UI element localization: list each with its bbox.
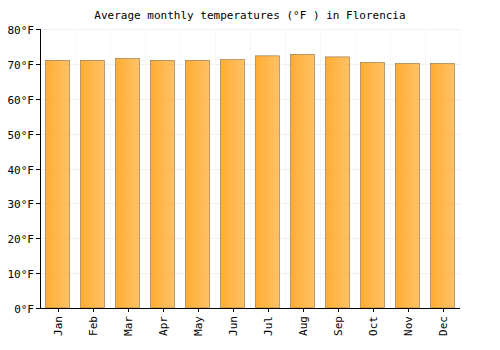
y-tick — [36, 64, 40, 65]
x-tick — [128, 308, 129, 312]
grid-line-vertical — [355, 29, 356, 308]
grid-line-vertical — [75, 29, 76, 308]
chart-container: Average monthly temperatures (°F ) in Fl… — [0, 0, 500, 350]
grid-line-vertical — [250, 29, 251, 308]
bar — [221, 60, 245, 308]
y-tick — [36, 238, 40, 239]
bar — [361, 62, 385, 308]
y-tick — [36, 273, 40, 274]
y-tick-label: 30°F — [8, 198, 35, 211]
y-tick — [36, 308, 40, 309]
bar — [186, 60, 210, 308]
x-tick-label: Jun — [227, 316, 240, 336]
bar — [256, 56, 280, 308]
chart-svg: Average monthly temperatures (°F ) in Fl… — [0, 0, 500, 350]
y-tick-label: 0°F — [14, 303, 34, 316]
grid-line-vertical — [390, 29, 391, 308]
x-tick — [373, 308, 374, 312]
x-tick-label: Jul — [262, 316, 275, 336]
grid-line-vertical — [215, 29, 216, 308]
bar — [326, 57, 350, 308]
x-tick — [163, 308, 164, 312]
grid-line-vertical — [425, 29, 426, 308]
x-tick-label: Apr — [157, 316, 170, 336]
grid — [40, 29, 461, 309]
bars — [46, 54, 455, 308]
x-tick — [93, 308, 94, 312]
y-tick-label: 40°F — [8, 164, 35, 177]
grid-line-vertical — [320, 29, 321, 308]
y-tick-label: 80°F — [8, 24, 35, 37]
y-tick — [36, 134, 40, 135]
y-axis-line — [40, 29, 41, 308]
grid-line-vertical — [110, 29, 111, 308]
bar — [116, 59, 140, 308]
y-ticks: 0°F 10°F 20°F 30°F 40°F 50°F 60°F 70°F 80°F — [8, 24, 41, 316]
grid-line-vertical — [285, 29, 286, 308]
y-tick-label: 50°F — [8, 129, 35, 142]
x-tick — [303, 308, 304, 312]
y-tick-label: 70°F — [8, 59, 35, 72]
x-tick — [443, 308, 444, 312]
y-tick — [36, 29, 40, 30]
y-tick — [36, 169, 40, 170]
y-tick-label: 10°F — [8, 268, 35, 281]
x-tick — [268, 308, 269, 312]
x-tick — [198, 308, 199, 312]
x-ticks: Jan Feb Mar Apr May Jun Jul Aug Sep Oct Nov Dec — [52, 308, 450, 336]
x-tick-label: Mar — [122, 316, 135, 336]
x-tick — [338, 308, 339, 312]
x-tick-label: Jan — [52, 316, 65, 336]
grid-line-vertical — [180, 29, 181, 308]
x-tick-label: Sep — [332, 316, 345, 336]
x-tick-label: Feb — [87, 316, 100, 336]
grid-line-vertical — [40, 29, 41, 308]
x-tick — [408, 308, 409, 312]
bar — [46, 60, 70, 308]
y-tick — [36, 99, 40, 100]
y-tick-label: 60°F — [8, 94, 35, 107]
title: Average monthly temperatures (°F ) in Fl… — [94, 9, 405, 22]
x-axis-line — [40, 308, 460, 309]
grid-line — [40, 308, 460, 309]
x-tick-label: Dec — [437, 316, 450, 336]
x-tick — [58, 308, 59, 312]
x-tick — [233, 308, 234, 312]
bar — [151, 60, 175, 308]
bar — [431, 64, 455, 308]
bar — [291, 54, 315, 308]
grid-line-vertical — [460, 29, 461, 308]
x-tick-label: Aug — [297, 316, 310, 336]
grid-line-vertical — [145, 29, 146, 308]
bar — [81, 60, 105, 308]
x-tick-label: Nov — [402, 316, 415, 336]
x-tick-label: May — [192, 316, 205, 336]
y-tick-label: 20°F — [8, 233, 35, 246]
y-tick — [36, 203, 40, 204]
x-tick-label: Oct — [367, 316, 380, 336]
bar — [396, 64, 420, 308]
